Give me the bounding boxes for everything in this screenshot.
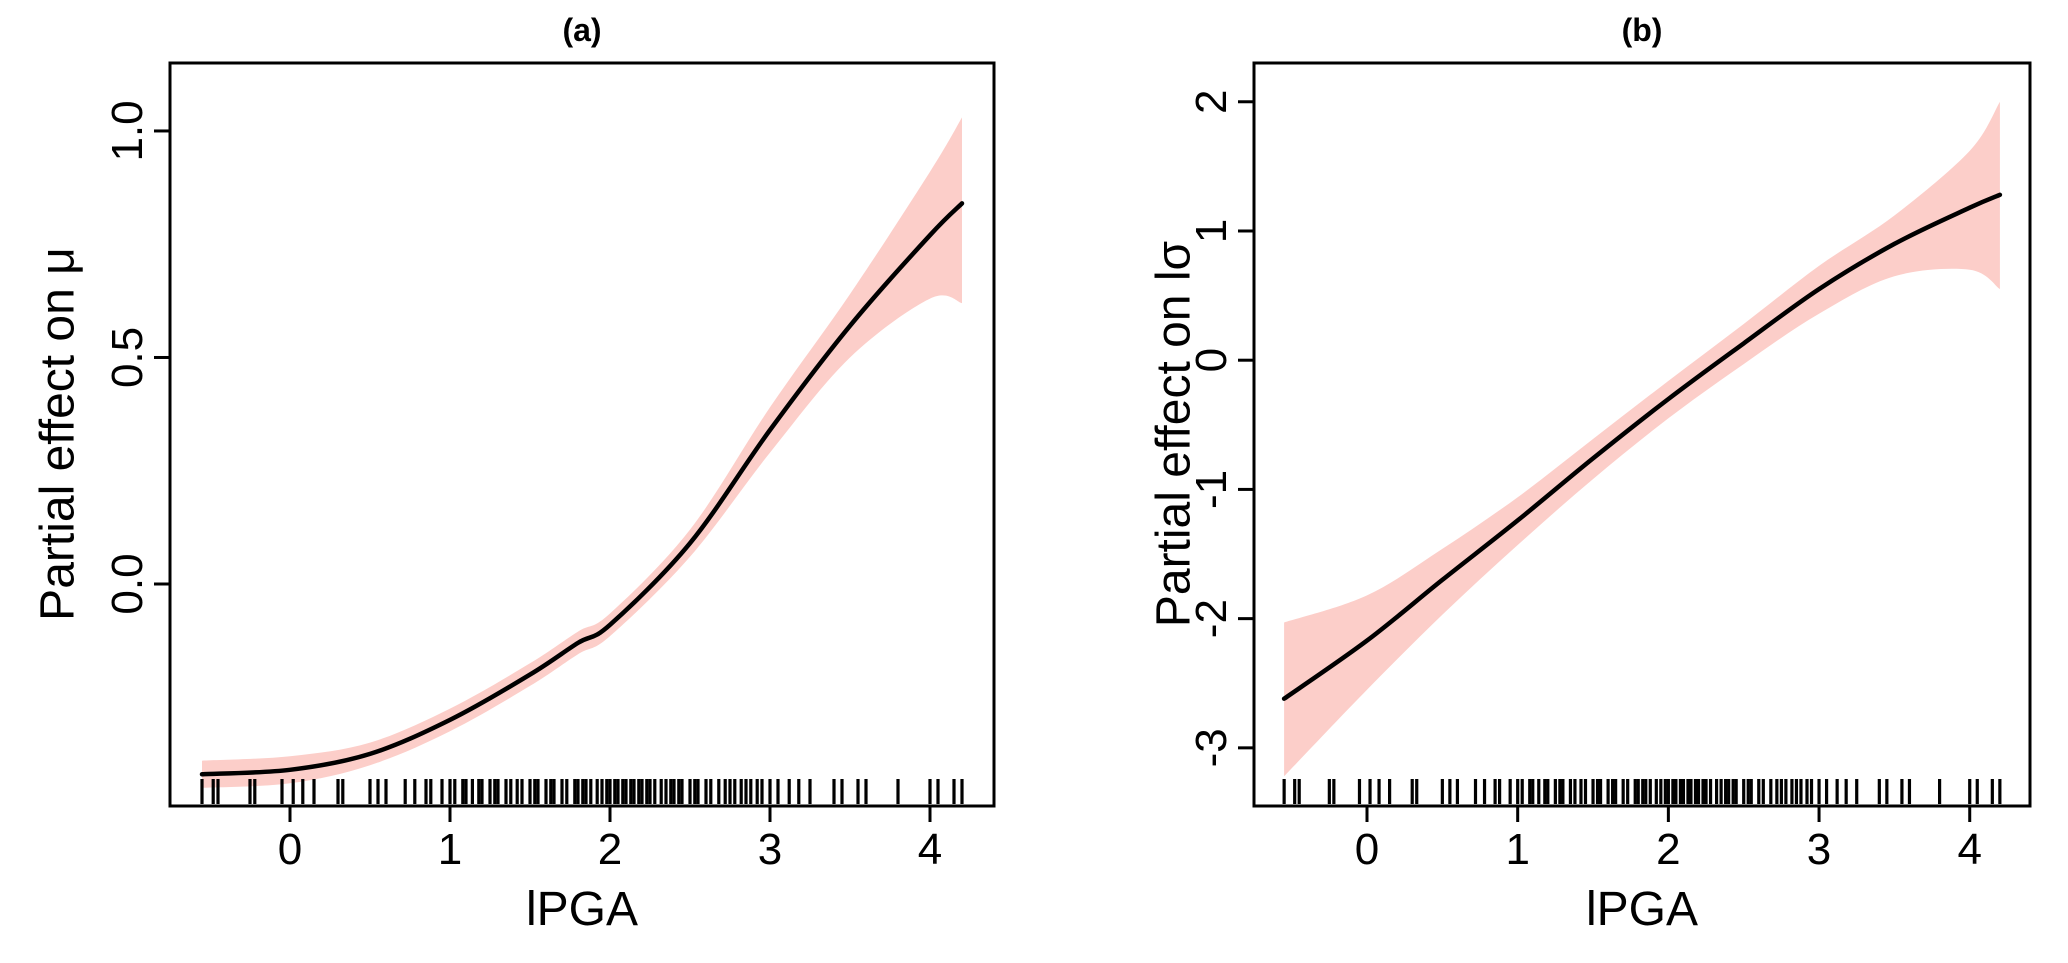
y-tick-label: -1: [1187, 470, 1236, 509]
x-tick-label: 2: [1656, 825, 1680, 874]
rug-marks: [200, 779, 964, 804]
confidence-band: [1284, 101, 2000, 777]
y-tick-label: 2: [1187, 90, 1236, 114]
y-tick-label: -2: [1187, 599, 1236, 638]
x-axis: 0 1 2 3 4: [278, 806, 942, 874]
y-tick-label: 1.0: [103, 100, 152, 161]
panel-b: 0 1 2 3 4 -3 -2 -1 0 1 2 (b) Partial effect on lσ …: [1034, 0, 2068, 963]
x-axis: 0 1 2 3 4: [1355, 806, 1982, 874]
panel-b-x-axis-label: lPGA: [1585, 883, 1699, 936]
x-tick-label: 4: [1957, 825, 1981, 874]
panel-b-plot: 0 1 2 3 4 -3 -2 -1 0 1 2: [1187, 61, 2032, 874]
y-axis: 0.0 0.5 1.0: [103, 100, 170, 615]
x-tick-label: 0: [1355, 825, 1379, 874]
panel-b-y-axis-label: Partial effect on lσ: [1147, 240, 1201, 628]
fit-line: [199, 201, 965, 777]
panel-a-title: (a): [562, 12, 602, 48]
fit-line: [1281, 192, 2003, 701]
panel-a-y-axis-label: Partial effect on μ: [31, 247, 85, 621]
panel-b-title: (b): [1621, 12, 1663, 48]
x-tick-label: 0: [278, 825, 302, 874]
y-axis: -3 -2 -1 0 1 2: [1187, 90, 1254, 767]
x-tick-label: 3: [758, 825, 782, 874]
panel-a-x-axis-label: lPGA: [525, 883, 639, 936]
rug-marks: [1282, 779, 2002, 804]
y-tick-label: 0.5: [103, 327, 152, 388]
plot-box: [168, 61, 996, 808]
x-tick-label: 3: [1807, 825, 1831, 874]
confidence-band: [202, 117, 962, 788]
panel-a-plot: 0 1 2 3 4 0.0 0.5 1.0: [103, 61, 996, 874]
y-tick-label: 0: [1187, 348, 1236, 372]
x-tick-label: 4: [918, 825, 942, 874]
panel-a: 0 1 2 3 4 0.0 0.5 1.0 (a) Partial effect on μ l…: [31, 12, 996, 936]
plot-box: [1252, 61, 2032, 808]
x-tick-label: 1: [1505, 825, 1529, 874]
y-tick-label: -3: [1187, 728, 1236, 767]
y-tick-label: 0.0: [103, 553, 152, 614]
y-tick-label: 1: [1187, 219, 1236, 243]
x-tick-label: 2: [598, 825, 622, 874]
x-tick-label: 1: [438, 825, 462, 874]
